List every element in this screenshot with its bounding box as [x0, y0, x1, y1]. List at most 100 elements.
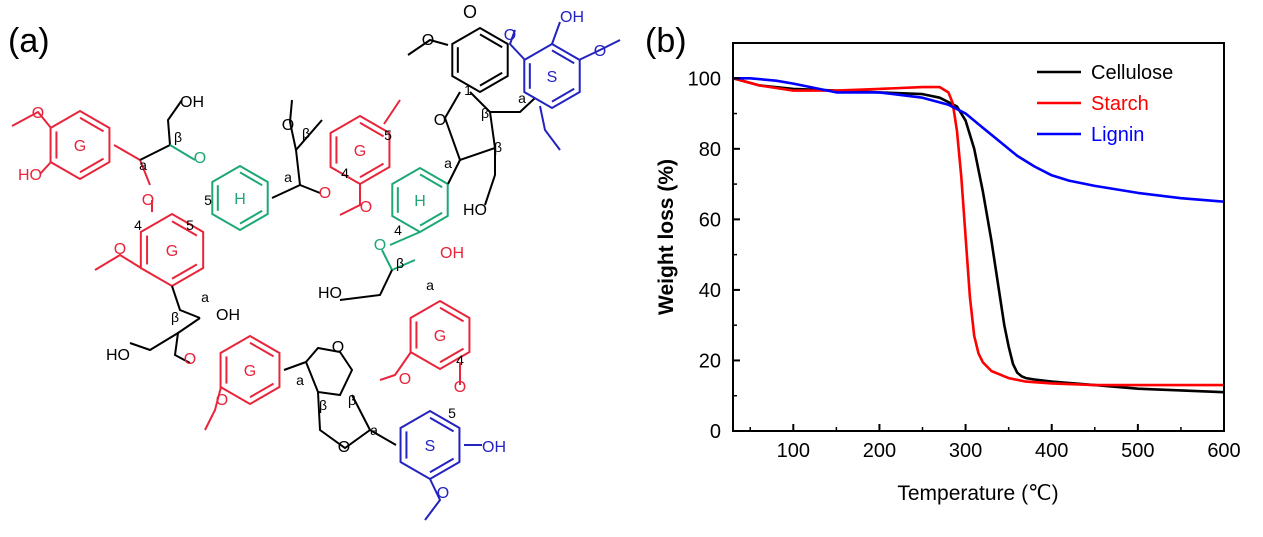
x-tick-label: 500 — [1121, 440, 1154, 462]
y-tick-label: 20 — [699, 350, 721, 372]
svg-text:G: G — [434, 328, 446, 345]
bond — [283, 361, 307, 371]
atom-label: 4 — [341, 165, 349, 181]
atom-label: β — [319, 397, 327, 413]
atom-label: β — [174, 129, 182, 145]
y-tick-label: 60 — [699, 209, 721, 231]
methoxy-bond — [11, 110, 52, 129]
ring-g-top-left: G — [49, 109, 111, 181]
svg-text:G: G — [354, 143, 366, 160]
svg-text:G: G — [166, 243, 178, 260]
bond — [539, 105, 561, 151]
svg-text:S: S — [547, 69, 558, 86]
atom-label: O — [282, 117, 294, 134]
atom-label: a — [518, 90, 526, 106]
atom-label: a — [284, 169, 292, 185]
plot-frame — [732, 42, 1225, 432]
atom-label: a — [444, 155, 452, 171]
bond — [339, 269, 393, 301]
atom-label: O — [422, 32, 434, 49]
atom-label: a — [370, 422, 378, 438]
atom-label: 4 — [394, 222, 402, 238]
y-tick-label: 80 — [699, 139, 721, 161]
bond — [169, 144, 196, 161]
bond — [490, 97, 536, 113]
atom-label: O — [184, 351, 196, 368]
y-tick-label: 100 — [688, 68, 721, 90]
atom-label: O — [332, 339, 344, 356]
bond — [39, 161, 52, 175]
atom-label: β — [494, 139, 502, 155]
bond — [551, 21, 561, 45]
svg-text:H: H — [414, 193, 426, 210]
ring-h-right: H — [391, 166, 449, 234]
bond — [383, 99, 401, 125]
ring-s-top-right: S — [523, 42, 581, 110]
x-tick-label: 100 — [777, 440, 810, 462]
atom-label: O — [374, 237, 386, 254]
atom-label: O — [594, 43, 606, 60]
atom-label: a — [426, 277, 434, 293]
atom-label: O — [454, 379, 466, 396]
atom-label: O — [360, 199, 372, 216]
atom-label: O — [194, 150, 206, 167]
bond — [508, 29, 526, 61]
x-tick-label: 600 — [1207, 440, 1240, 462]
ring-dienone — [451, 26, 509, 94]
bond — [299, 184, 321, 194]
ring-g-lower-right: G — [409, 299, 471, 371]
atom-label: O — [216, 392, 228, 409]
svg-text:S: S — [425, 438, 436, 455]
panel-a-label: (a) — [8, 22, 50, 60]
atom-label: a — [201, 289, 209, 305]
atom-label: O — [338, 439, 350, 456]
chart-series-group — [732, 77, 1225, 394]
chart-legend: Cellulose Starch Lignin — [1037, 62, 1173, 146]
x-tick-label: 200 — [863, 440, 896, 462]
y-tick-label: 0 — [710, 421, 721, 443]
ring-g-coumaran: G — [329, 114, 391, 186]
atom-label: 5 — [384, 127, 392, 143]
atom-label: 4 — [456, 352, 464, 368]
y-axis-label: Weight loss (%) — [655, 159, 678, 315]
legend-label-starch: Starch — [1091, 93, 1149, 115]
legend-label-cellulose: Cellulose — [1091, 62, 1173, 84]
bond — [447, 159, 461, 185]
atom-label: O — [437, 485, 449, 502]
bond — [389, 231, 421, 246]
atom-label: HO — [463, 202, 487, 219]
atom-label: OH — [216, 307, 240, 324]
bond — [339, 184, 361, 216]
atom-label: a — [139, 157, 147, 173]
svg-text:G: G — [244, 363, 256, 380]
tga-chart: 100 200 300 400 500 600 0 20 40 60 80 100 Cellulose… — [655, 42, 1241, 505]
series-line-lignin — [733, 77, 1225, 203]
x-tick-label: 300 — [949, 440, 982, 462]
ring-s-bottom: S — [399, 409, 461, 481]
atom-label: OH — [482, 439, 506, 456]
atom-label: O — [399, 371, 411, 388]
x-tick-label: 400 — [1035, 440, 1068, 462]
bond — [173, 317, 201, 364]
bond — [171, 285, 201, 319]
bond — [369, 429, 397, 446]
svg-text:H: H — [234, 191, 246, 208]
series-line-starch — [732, 77, 1224, 387]
bond — [484, 148, 496, 206]
ring-h-center: H — [211, 164, 269, 232]
atom-label: O — [319, 185, 331, 202]
bond — [94, 253, 142, 271]
atom-label: β — [302, 125, 310, 141]
atom-label: O — [463, 2, 477, 22]
bond — [139, 99, 183, 161]
atom-label: β — [396, 255, 404, 271]
atom-label: HO — [318, 285, 342, 302]
atom-label: 5 — [186, 217, 194, 233]
atom-label: O — [504, 27, 516, 44]
atom-label: β — [171, 309, 179, 325]
atom-label: 1 — [464, 82, 472, 98]
bond — [443, 91, 497, 162]
tga-chart-panel: (b) 100 200 300 400 500 600 0 20 40 60 80 100 Cellu… — [625, 0, 1263, 532]
